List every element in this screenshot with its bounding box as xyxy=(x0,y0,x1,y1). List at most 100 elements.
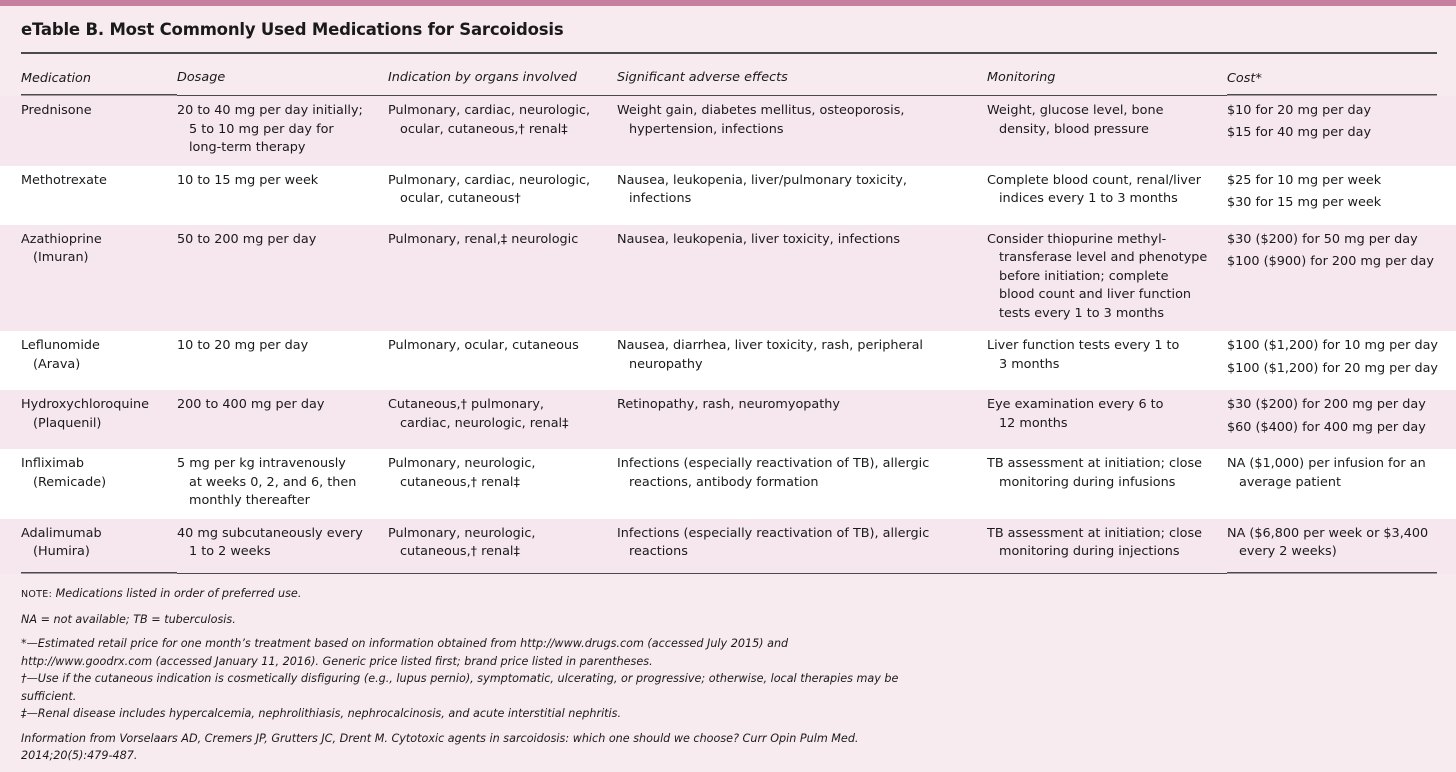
dosage-cell: 20 to 40 mg per day initially; 5 to 10 m… xyxy=(177,95,388,166)
indication-cell: Pulmonary, ocular, cutaneous xyxy=(388,331,617,390)
footnote-star: *—Estimated retail price for one month’s… xyxy=(21,637,789,668)
monitoring-cell-text: Complete blood count, renal/liver indice… xyxy=(987,172,1201,207)
cost-cell: $100 ($1,200) for 10 mg per day $100 ($1,… xyxy=(1227,331,1456,390)
monitoring-cell-text: Eye examination every 6 to 12 months xyxy=(987,397,1164,431)
medication-cell: Hydroxychloroquine (Plaquenil) xyxy=(0,390,177,449)
dosage-cell-text: 10 to 15 mg per week xyxy=(177,172,319,188)
dosage-cell: 200 to 400 mg per day xyxy=(177,390,388,449)
note-preferred-use: NOTE: Medications listed in order of pre… xyxy=(21,587,302,600)
cost-entry: $30 ($200) for 50 mg per day xyxy=(1227,231,1418,247)
medication-cell: Leflunomide (Arava) xyxy=(0,331,177,390)
header-medication: Medication xyxy=(0,62,177,96)
indication-cell-text: Pulmonary, neurologic, cutaneous,† renal… xyxy=(388,525,536,560)
monitoring-cell: Liver function tests every 1 to 3 months xyxy=(987,331,1227,390)
indication-cell-text: Pulmonary, ocular, cutaneous xyxy=(388,338,579,353)
medication-cell-text: Prednisone xyxy=(21,102,92,118)
dosage-cell-text: 10 to 20 mg per day xyxy=(177,338,309,353)
monitoring-cell-text: TB assessment at initiation; close monit… xyxy=(987,525,1202,560)
header-monitoring: Monitoring xyxy=(987,62,1227,96)
adverse-effects-cell-text: Retinopathy, rash, neuromyopathy xyxy=(617,397,840,412)
monitoring-cell-text: Liver function tests every 1 to 3 months xyxy=(987,338,1180,372)
indication-cell: Pulmonary, cardiac, neurologic, ocular, … xyxy=(388,95,617,166)
indication-cell-text: Pulmonary, renal,‡ neurologic xyxy=(388,231,579,247)
adverse-effects-cell-text: Weight gain, diabetes mellitus, osteopor… xyxy=(617,103,905,137)
table-notes: NOTE: Medications listed in order of pre… xyxy=(21,585,911,772)
table-row: Leflunomide (Arava) 10 to 20 mg per day Pu… xyxy=(0,331,1456,390)
dosage-cell-text: 40 mg subcutaneously every 1 to 2 weeks xyxy=(177,525,363,560)
monitoring-cell: Consider thiopurine methyl- transferase … xyxy=(987,224,1227,331)
table-row: Adalimumab (Humira) 40 mg subcutaneously … xyxy=(0,518,1456,574)
medication-cell: Prednisone xyxy=(0,95,177,166)
cost-entry: NA ($1,000) per infusion for an average … xyxy=(1227,456,1426,490)
dosage-cell-text: 5 mg per kg intravenously at weeks 0, 2,… xyxy=(177,456,357,508)
dosage-cell-text: 50 to 200 mg per day xyxy=(177,231,317,247)
adverse-effects-cell: Retinopathy, rash, neuromyopathy xyxy=(617,390,987,449)
dosage-cell: 40 mg subcutaneously every 1 to 2 weeks xyxy=(177,518,388,574)
cost-entry: $25 for 10 mg per week xyxy=(1227,172,1382,188)
cost-entry: $100 ($900) for 200 mg per day xyxy=(1227,254,1434,269)
indication-cell-text: Pulmonary, cardiac, neurologic, ocular, … xyxy=(388,103,591,137)
indication-cell-text: Pulmonary, cardiac, neurologic, ocular, … xyxy=(388,172,591,207)
cost-entry: $100 ($1,200) for 20 mg per day xyxy=(1227,360,1438,376)
adverse-effects-cell: Infections (especially reactivation of T… xyxy=(617,518,987,574)
monitoring-cell: Weight, glucose level, bone density, blo… xyxy=(987,95,1227,166)
medication-cell: Methotrexate xyxy=(0,165,177,225)
header-row: Medication Dosage Indication by organs i… xyxy=(0,62,1456,96)
monitoring-cell-text: TB assessment at initiation; close monit… xyxy=(987,456,1202,490)
monitoring-cell-text: Weight, glucose level, bone density, blo… xyxy=(987,103,1164,137)
indication-cell: Pulmonary, neurologic, cutaneous,† renal… xyxy=(388,449,617,519)
cost-cell: $10 for 20 mg per day $15 for 40 mg per d… xyxy=(1227,95,1456,166)
monitoring-cell: Complete blood count, renal/liver indice… xyxy=(987,165,1227,225)
medication-cell-text: Azathioprine (Imuran) xyxy=(21,231,102,266)
monitoring-cell-text: Consider thiopurine methyl- transferase … xyxy=(987,231,1208,321)
medication-cell-text: Methotrexate xyxy=(21,172,107,188)
table-row: Infliximab (Remicade) 5 mg per kg intrave… xyxy=(0,449,1456,519)
header-cost: Cost* xyxy=(1227,62,1456,96)
table-title: eTable B. Most Commonly Used Medications… xyxy=(21,20,564,39)
cost-entry: $100 ($1,200) for 10 mg per day xyxy=(1227,338,1438,353)
cost-entry: NA ($6,800 per week or $3,400 every 2 we… xyxy=(1227,525,1429,560)
indication-cell: Pulmonary, renal,‡ neurologic xyxy=(388,224,617,331)
adverse-effects-cell: Infections (especially reactivation of T… xyxy=(617,449,987,519)
adverse-effects-cell-text: Nausea, diarrhea, liver toxicity, rash, … xyxy=(617,338,923,372)
table-row: Azathioprine (Imuran) 50 to 200 mg per da… xyxy=(0,224,1456,331)
medication-cell: Infliximab (Remicade) xyxy=(0,449,177,519)
accent-bar xyxy=(0,0,1456,6)
indication-cell: Pulmonary, cardiac, neurologic, ocular, … xyxy=(388,165,617,225)
dosage-cell: 5 mg per kg intravenously at weeks 0, 2,… xyxy=(177,449,388,519)
medication-cell-text: Adalimumab (Humira) xyxy=(21,525,102,560)
dosage-cell: 10 to 15 mg per week xyxy=(177,165,388,225)
header-adverse-effects: Significant adverse effects xyxy=(617,62,987,96)
indication-cell-text: Cutaneous,† pulmonary, cardiac, neurolog… xyxy=(388,397,569,431)
medication-cell-text: Hydroxychloroquine (Plaquenil) xyxy=(21,397,149,431)
note-label: NOTE: xyxy=(21,589,53,600)
monitoring-cell: Eye examination every 6 to 12 months xyxy=(987,390,1227,449)
medication-cell: Adalimumab (Humira) xyxy=(0,518,177,574)
adverse-effects-cell: Nausea, leukopenia, liver toxicity, infe… xyxy=(617,224,987,331)
adverse-effects-cell: Nausea, diarrhea, liver toxicity, rash, … xyxy=(617,331,987,390)
adverse-effects-cell: Nausea, leukopenia, liver/pulmonary toxi… xyxy=(617,165,987,225)
cost-entry: $30 ($200) for 200 mg per day xyxy=(1227,397,1426,412)
adverse-effects-cell-text: Infections (especially reactivation of T… xyxy=(617,456,930,490)
medication-cell: Azathioprine (Imuran) xyxy=(0,224,177,331)
monitoring-cell: TB assessment at initiation; close monit… xyxy=(987,449,1227,519)
dosage-cell: 10 to 20 mg per day xyxy=(177,331,388,390)
cost-cell: $30 ($200) for 200 mg per day $60 ($400) … xyxy=(1227,390,1456,449)
indication-cell: Pulmonary, neurologic, cutaneous,† renal… xyxy=(388,518,617,574)
table-row: Methotrexate 10 to 15 mg per week Pulmonar… xyxy=(0,165,1456,225)
header-indication: Indication by organs involved xyxy=(388,62,617,96)
cost-cell: $25 for 10 mg per week $30 for 15 mg per … xyxy=(1227,165,1456,225)
cost-cell: NA ($6,800 per week or $3,400 every 2 we… xyxy=(1227,518,1456,574)
note-abbreviations: NA = not available; TB = tuberculosis. xyxy=(21,612,236,626)
footnote-dagger: †—Use if the cutaneous indication is cos… xyxy=(21,672,899,703)
indication-cell: Cutaneous,† pulmonary, cardiac, neurolog… xyxy=(388,390,617,449)
medication-cell-text: Leflunomide (Arava) xyxy=(21,338,100,372)
cost-entry: $30 for 15 mg per week xyxy=(1227,195,1382,210)
cost-cell: $30 ($200) for 50 mg per day $100 ($900) … xyxy=(1227,224,1456,331)
cost-entry: $10 for 20 mg per day xyxy=(1227,102,1372,118)
monitoring-cell: TB assessment at initiation; close monit… xyxy=(987,518,1227,574)
header-dosage: Dosage xyxy=(177,62,388,96)
adverse-effects-cell-text: Nausea, leukopenia, liver toxicity, infe… xyxy=(617,231,901,247)
medications-table: Medication Dosage Indication by organs i… xyxy=(0,62,1456,574)
cost-entry: $15 for 40 mg per day xyxy=(1227,125,1372,140)
